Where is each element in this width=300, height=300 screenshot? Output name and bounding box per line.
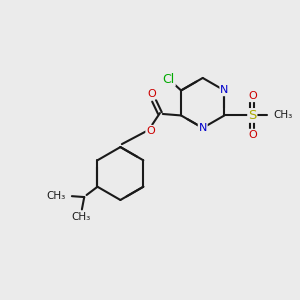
- Text: O: O: [148, 89, 156, 99]
- Text: N: N: [199, 123, 207, 133]
- Text: Cl: Cl: [163, 73, 175, 86]
- Text: S: S: [248, 109, 256, 122]
- Text: O: O: [248, 130, 257, 140]
- Text: CH₃: CH₃: [47, 190, 66, 201]
- Text: N: N: [220, 85, 229, 95]
- Text: CH₃: CH₃: [274, 110, 293, 120]
- Text: CH₃: CH₃: [72, 212, 91, 222]
- Text: O: O: [146, 126, 155, 136]
- Text: O: O: [248, 91, 257, 101]
